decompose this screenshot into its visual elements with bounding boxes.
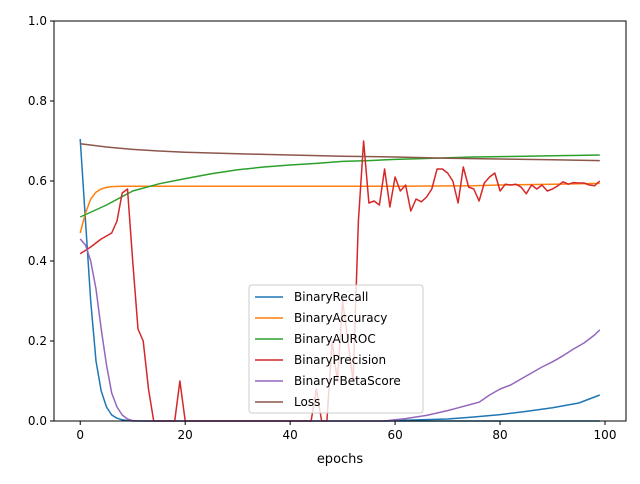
plot-frame	[53, 20, 627, 422]
x-tick-label: 40	[283, 428, 298, 442]
legend-label: Loss	[294, 395, 320, 409]
y-axis: 0.0 0.2 0.4 0.6 0.8 1.0	[28, 14, 54, 428]
series-line-binaryaccuracy	[79, 182, 600, 234]
series-line-loss	[80, 143, 600, 162]
y-tick-label: 0.4	[28, 254, 47, 268]
series-line-binaryrecall-tail	[384, 394, 601, 422]
x-tick-label: 0	[76, 428, 84, 442]
legend: BinaryRecall BinaryAccuracy BinaryAUROC Bin…	[248, 284, 424, 414]
legend-box	[248, 284, 424, 414]
legend-label: BinaryAUROC	[294, 332, 376, 346]
y-tick-label: 1.0	[28, 14, 47, 28]
x-axis-label: epochs	[317, 452, 364, 467]
x-axis: 0 20 40 60 80 100	[76, 421, 616, 442]
legend-label: BinaryPrecision	[294, 353, 386, 367]
legend-label: BinaryAccuracy	[294, 311, 387, 325]
y-tick-label: 0.8	[28, 94, 47, 108]
series-line-binaryfbetascore	[79, 238, 601, 422]
x-tick-label: 100	[594, 428, 617, 442]
legend-label: BinaryRecall	[294, 290, 368, 304]
y-tick-label: 0.6	[28, 174, 47, 188]
x-tick-label: 20	[178, 428, 193, 442]
y-tick-label: 0.0	[28, 414, 47, 428]
x-tick-label: 80	[492, 428, 507, 442]
y-tick-label: 0.2	[28, 334, 47, 348]
legend-label: BinaryFBetaScore	[294, 374, 401, 388]
x-tick-label: 60	[387, 428, 402, 442]
series-line-binaryauroc	[79, 154, 600, 218]
